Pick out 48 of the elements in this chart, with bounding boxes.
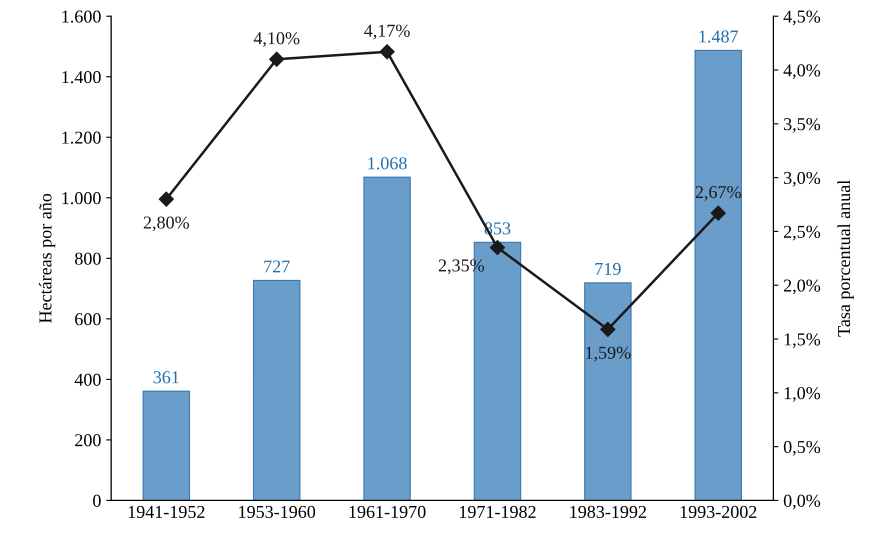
point xyxy=(380,44,395,60)
y2-tick-label: 2,0% xyxy=(784,279,820,294)
data-label: 1.068 xyxy=(368,157,407,170)
point xyxy=(158,192,174,207)
x-tick-label: 1971-1982 xyxy=(460,506,536,518)
data-label: 4,17% xyxy=(364,24,410,40)
data-label: 719 xyxy=(596,262,621,276)
y-tick-label: 800 xyxy=(75,252,101,265)
y-axis-title: Hectáreas por año xyxy=(38,194,56,323)
y2-tick-label: 4,0% xyxy=(784,64,820,80)
y2-tick-label: 1,5% xyxy=(784,333,820,348)
data-label: 361 xyxy=(154,371,179,384)
data-label: 2,80% xyxy=(144,216,190,232)
bar xyxy=(142,390,190,500)
data-label: 1.487 xyxy=(700,30,738,43)
data-label: 1,59% xyxy=(586,346,631,362)
x-tick-label: 1961-1970 xyxy=(350,506,426,518)
y-tick-label: 1.600 xyxy=(62,10,101,23)
bar xyxy=(363,176,411,500)
y2-axis-title: Tasa porcentual anual xyxy=(837,180,854,337)
y-tick-label: 400 xyxy=(74,374,101,386)
x-tick-label: 1953-1960 xyxy=(239,506,316,518)
y2-tick-label: 2,5% xyxy=(784,226,820,240)
x-tick-label: 1993-2002 xyxy=(680,506,756,518)
y2-tick-label: 4,5% xyxy=(784,10,820,26)
data-label: 2,67% xyxy=(696,186,741,201)
x-tick-label: 1941-1952 xyxy=(128,506,204,518)
y-tick-label: 600 xyxy=(75,313,101,326)
point xyxy=(600,322,616,337)
point xyxy=(269,52,284,67)
y-tick-label: 1.200 xyxy=(62,132,101,144)
y2-tick-label: 3,0% xyxy=(784,172,820,187)
y-tick-label: 1.400 xyxy=(62,71,101,84)
y2-tick-label: 0,0% xyxy=(784,494,820,510)
data-label: 727 xyxy=(264,260,290,272)
point xyxy=(490,240,506,256)
point xyxy=(710,206,726,221)
y2-tick-label: 0,5% xyxy=(784,440,820,456)
y-tick-label: 0 xyxy=(93,494,101,507)
data-label: 4,10% xyxy=(254,32,300,47)
y2-tick-label: 3,5% xyxy=(784,118,820,133)
y-tick-label: 200 xyxy=(75,434,101,446)
y2-tick-label: 1,0% xyxy=(784,387,820,402)
x-tick-label: 1983-1992 xyxy=(570,506,646,518)
bar xyxy=(252,280,300,500)
bar xyxy=(694,50,742,500)
bar xyxy=(584,282,632,500)
y-tick-label: 1.000 xyxy=(62,192,101,204)
